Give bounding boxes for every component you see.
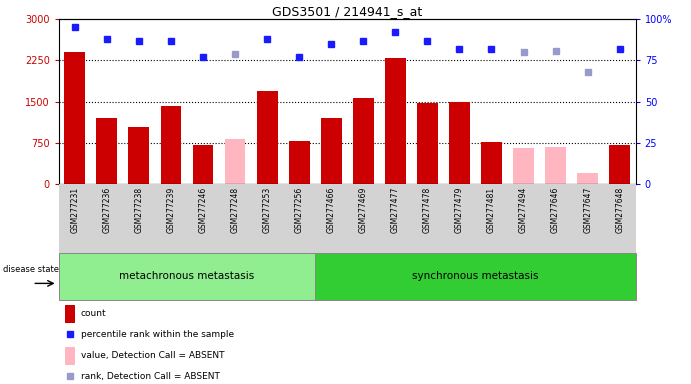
Title: GDS3501 / 214941_s_at: GDS3501 / 214941_s_at xyxy=(272,5,422,18)
Bar xyxy=(64,52,85,184)
Text: GSM277253: GSM277253 xyxy=(263,186,272,233)
Bar xyxy=(129,127,149,184)
Bar xyxy=(64,347,75,366)
Bar xyxy=(449,102,470,184)
Bar xyxy=(289,141,310,184)
Bar xyxy=(64,305,75,323)
Text: GSM277239: GSM277239 xyxy=(167,186,176,233)
Bar xyxy=(256,91,278,184)
Text: GSM277494: GSM277494 xyxy=(519,186,528,233)
Text: GSM277479: GSM277479 xyxy=(455,186,464,233)
Text: GSM277246: GSM277246 xyxy=(198,186,207,233)
Text: GSM277648: GSM277648 xyxy=(615,186,624,233)
Text: GSM277236: GSM277236 xyxy=(102,186,111,233)
Text: metachronous metastasis: metachronous metastasis xyxy=(120,271,254,281)
Bar xyxy=(225,139,245,184)
Bar xyxy=(481,142,502,184)
Bar xyxy=(417,103,438,184)
Text: GSM277466: GSM277466 xyxy=(327,186,336,233)
Text: GSM277646: GSM277646 xyxy=(551,186,560,233)
Text: GSM277256: GSM277256 xyxy=(294,186,303,233)
Text: disease state: disease state xyxy=(3,265,59,274)
Text: count: count xyxy=(81,308,106,318)
Bar xyxy=(160,106,181,184)
Bar xyxy=(353,98,374,184)
Text: GSM277238: GSM277238 xyxy=(134,186,143,233)
Bar xyxy=(97,118,117,184)
Text: GSM277647: GSM277647 xyxy=(583,186,592,233)
Text: rank, Detection Call = ABSENT: rank, Detection Call = ABSENT xyxy=(81,372,220,381)
Text: GSM277481: GSM277481 xyxy=(487,186,496,233)
Bar xyxy=(321,118,341,184)
Text: value, Detection Call = ABSENT: value, Detection Call = ABSENT xyxy=(81,351,224,360)
Text: GSM277478: GSM277478 xyxy=(423,186,432,233)
Text: percentile rank within the sample: percentile rank within the sample xyxy=(81,329,234,339)
Text: GSM277248: GSM277248 xyxy=(231,186,240,233)
Bar xyxy=(59,253,315,300)
Text: GSM277231: GSM277231 xyxy=(70,186,79,233)
Text: synchronous metastasis: synchronous metastasis xyxy=(413,271,539,281)
Bar xyxy=(385,58,406,184)
Bar xyxy=(513,148,534,184)
Text: GSM277477: GSM277477 xyxy=(391,186,400,233)
Bar xyxy=(609,145,630,184)
Bar xyxy=(315,253,636,300)
Text: GSM277469: GSM277469 xyxy=(359,186,368,233)
Bar xyxy=(545,147,566,184)
Bar xyxy=(577,173,598,184)
Bar xyxy=(193,145,214,184)
